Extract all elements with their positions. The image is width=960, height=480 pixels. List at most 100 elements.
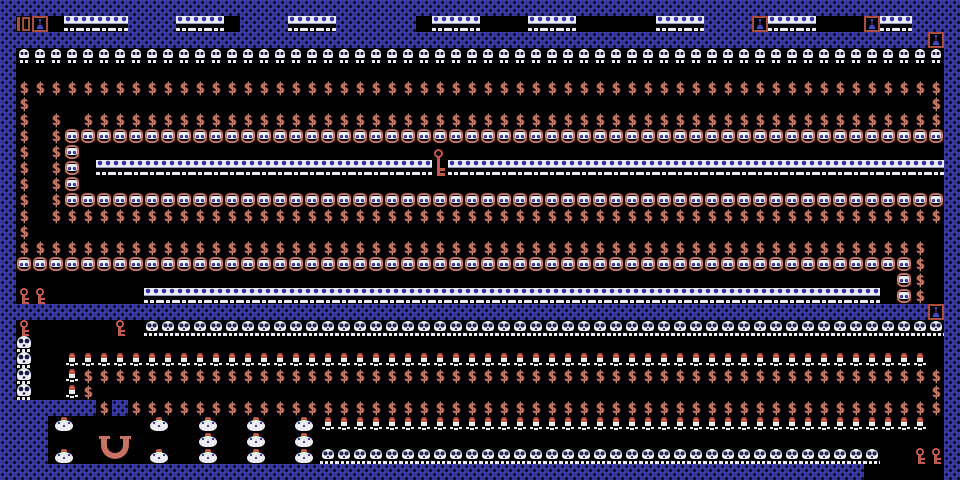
tile-brick-wall	[80, 304, 96, 320]
tile-dollar-treasure: $	[19, 207, 29, 225]
tile-brick-wall	[672, 304, 688, 320]
tile-dollar-treasure: $	[755, 207, 765, 225]
tile-brick-wall	[944, 432, 960, 448]
tile-skull-on-chain	[640, 448, 656, 464]
tile-smiley-monster	[704, 192, 720, 208]
tile-ant-monster	[544, 352, 560, 368]
tile-dollar-treasure: $	[723, 207, 733, 225]
tile-chain-bridge	[464, 16, 480, 32]
tile-dollar-treasure: $	[227, 239, 237, 257]
tile-dollar-treasure: $	[675, 239, 685, 257]
tile-smiley-monster	[80, 256, 96, 272]
tile-smiley-monster	[800, 128, 816, 144]
tile-brick-wall	[416, 32, 432, 48]
tile-dollar-treasure: $	[387, 367, 397, 385]
tile-dollar-treasure: $	[883, 239, 893, 257]
tile-brick-wall	[720, 32, 736, 48]
tile-brick-wall	[0, 320, 16, 336]
tile-smiley-monster	[320, 192, 336, 208]
tile-ant-monster	[496, 416, 512, 432]
tile-dollar-treasure: $	[163, 367, 173, 385]
tile-brick-wall	[0, 464, 16, 480]
tile-skull-on-chain	[784, 448, 800, 464]
tile-chain-bridge	[784, 160, 800, 176]
tile-brick-wall	[592, 32, 608, 48]
tile-dollar-treasure: $	[499, 399, 509, 417]
tile-dollar-treasure: $	[547, 111, 557, 129]
tile-chain-bridge	[656, 160, 672, 176]
tile-brick-wall	[160, 16, 176, 32]
tile-dollar-treasure: $	[419, 367, 429, 385]
tile-brick-wall	[304, 0, 320, 16]
tile-dollar-treasure: $	[531, 367, 541, 385]
tile-brick-wall	[832, 304, 848, 320]
tile-ant-monster	[768, 352, 784, 368]
tile-chain-bridge	[480, 288, 496, 304]
tile-brick-wall	[768, 304, 784, 320]
tile-smiley-monster	[560, 128, 576, 144]
tile-small-skull	[768, 48, 784, 64]
tile-brick-wall	[336, 0, 352, 16]
tile-smiley-monster	[608, 256, 624, 272]
tile-small-skull	[832, 48, 848, 64]
tile-chain-bridge	[864, 288, 880, 304]
tile-dollar-treasure: $	[227, 79, 237, 97]
tile-skull-on-chain	[816, 320, 832, 336]
tile-dollar-treasure: $	[931, 207, 941, 225]
tile-brick-wall	[400, 16, 416, 32]
tile-dollar-treasure: $	[691, 399, 701, 417]
tile-brick-wall	[288, 32, 304, 48]
tile-dollar-treasure: $	[323, 111, 333, 129]
tile-brick-wall	[112, 32, 128, 48]
tile-brick-wall	[32, 464, 48, 480]
tile-dollar-treasure: $	[611, 367, 621, 385]
tile-brick-wall	[608, 304, 624, 320]
tile-ant-monster	[448, 352, 464, 368]
tile-skull-on-chain	[752, 320, 768, 336]
tile-smiley-monster	[592, 128, 608, 144]
tile-dollar-treasure: $	[323, 207, 333, 225]
tile-dollar-treasure: $	[851, 367, 861, 385]
tile-brick-wall	[128, 0, 144, 16]
tile-smiley-monster	[80, 192, 96, 208]
tile-skull-on-chain	[576, 320, 592, 336]
tile-dollar-treasure: $	[515, 239, 525, 257]
tile-chain-bridge	[496, 160, 512, 176]
tile-brick-wall	[368, 0, 384, 16]
tile-dollar-treasure: $	[611, 207, 621, 225]
tile-dollar-treasure: $	[803, 399, 813, 417]
tile-smiley-monster	[720, 128, 736, 144]
tile-brick-wall	[816, 464, 832, 480]
tile-brick-wall	[944, 64, 960, 80]
tile-brick-wall	[944, 176, 960, 192]
tile-key-cabinet	[864, 16, 880, 32]
tile-brick-wall	[736, 32, 752, 48]
tile-ant-monster	[688, 416, 704, 432]
tile-dollar-treasure: $	[99, 399, 109, 417]
tile-brick-wall	[512, 304, 528, 320]
tile-dollar-treasure: $	[227, 207, 237, 225]
tile-smiley-monster	[80, 128, 96, 144]
tile-smiley-monster	[384, 128, 400, 144]
tile-skull-on-chain	[512, 320, 528, 336]
tile-dollar-treasure: $	[115, 239, 125, 257]
tile-brick-wall	[528, 0, 544, 16]
tile-dollar-treasure: $	[291, 79, 301, 97]
tile-smiley-monster	[480, 128, 496, 144]
tile-dollar-treasure: $	[851, 239, 861, 257]
tile-brick-wall	[608, 464, 624, 480]
tile-dollar-treasure: $	[803, 239, 813, 257]
tile-brick-wall	[496, 464, 512, 480]
tile-chain-bridge	[256, 160, 272, 176]
tile-dollar-treasure: $	[915, 207, 925, 225]
tile-smiley-monster	[512, 256, 528, 272]
tile-ant-monster	[864, 352, 880, 368]
tile-ant-monster	[336, 416, 352, 432]
tile-dollar-treasure: $	[499, 207, 509, 225]
tile-brick-wall	[272, 464, 288, 480]
tile-smiley-monster	[736, 192, 752, 208]
tile-dollar-treasure: $	[355, 111, 365, 129]
tile-smiley-monster	[384, 256, 400, 272]
tile-small-skull	[592, 48, 608, 64]
